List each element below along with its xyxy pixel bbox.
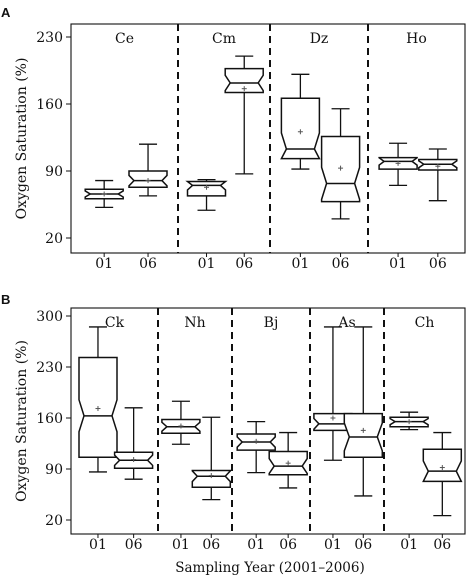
panel-a-group-label: Ce: [115, 31, 134, 47]
panel-label-b: B: [1, 292, 10, 307]
panel-b-x-tick-label: 06: [279, 537, 297, 553]
panel-a-x-tick-label: 01: [291, 256, 309, 272]
box-dz-01: [280, 97, 321, 160]
panel-a-y-axis-label: Oxygen Saturation (%): [14, 58, 30, 220]
panel-b-x-tick-label: 06: [125, 537, 143, 553]
panel-a-x-tick-label: 01: [389, 256, 407, 272]
panel-b-y-tick-label: 160: [36, 411, 63, 427]
panel-a-x-tick-label: 06: [235, 256, 253, 272]
panel-b-group-label: Ck: [105, 315, 125, 331]
panel-a-x-tick-label: 01: [95, 256, 113, 272]
panel-a-group-label: Ho: [406, 31, 427, 47]
panel-b-x-tick-label: 01: [324, 537, 342, 553]
panel-b-x-tick-label: 01: [89, 537, 107, 553]
panel-b-y-axis-label: Oxygen Saturation (%): [14, 340, 30, 502]
panel-b-x-tick-label: 06: [433, 537, 451, 553]
panel-b-y-tick-label: 90: [45, 462, 63, 478]
panel-b-x-tick-label: 01: [400, 537, 418, 553]
panel-a-y-tick-label: 90: [45, 164, 63, 180]
panel-b-x-tick-label: 06: [354, 537, 372, 553]
panel-a-x-tick-label: 06: [429, 256, 447, 272]
panel-a-group-label: Dz: [310, 31, 329, 47]
panel-b: Oxygen Saturation (%) 20 90 160 230 300 Ck 01 0…: [14, 307, 466, 553]
panel-b-y-tick-label: 20: [45, 513, 63, 529]
panel-a-x-tick-label: 06: [332, 256, 350, 272]
panel-a: Oxygen Saturation (%) 20 90 160 230 Ce 01 06 Cm…: [14, 23, 466, 272]
panel-a-frame: [70, 23, 466, 254]
panel-a-x-tick-label: 01: [198, 256, 216, 272]
panel-b-group-label: Ch: [415, 315, 435, 331]
panel-a-group-label: Cm: [212, 31, 236, 47]
panel-a-y-tick-label: 230: [36, 30, 63, 46]
panel-b-group-label: As: [337, 315, 355, 331]
panel-b-frame: [70, 307, 466, 535]
box-as-06: [343, 412, 384, 459]
shared-x-axis-label: Sampling Year (2001–2006): [175, 560, 365, 576]
panel-b-x-tick-label: 01: [247, 537, 265, 553]
panel-b-group-label: Nh: [184, 315, 205, 331]
box-cm-06: [224, 67, 264, 94]
panel-b-group-label: Bj: [264, 315, 279, 331]
panel-a-y-tick-label: 160: [36, 97, 63, 113]
panel-label-a: A: [1, 5, 11, 20]
panel-a-x-tick-label: 06: [139, 256, 157, 272]
panel-b-x-tick-label: 01: [172, 537, 190, 553]
panel-a-y-tick-label: 20: [45, 231, 63, 247]
panel-b-x-tick-label: 06: [202, 537, 220, 553]
panel-b-y-tick-label: 230: [36, 360, 63, 376]
box-nh-06: [191, 469, 232, 488]
panel-b-y-tick-label: 300: [36, 309, 63, 325]
